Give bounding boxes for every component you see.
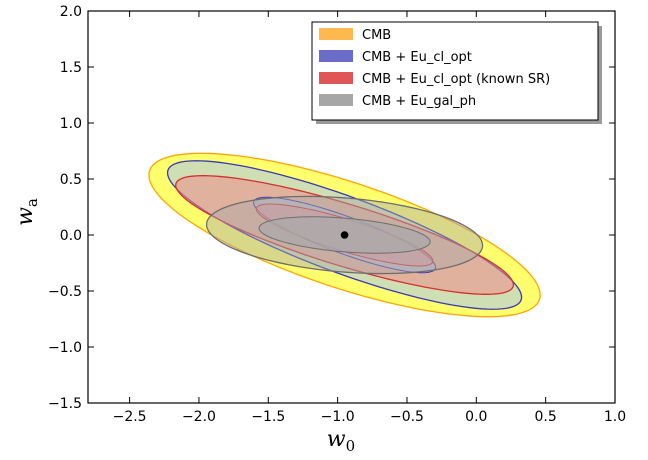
legend-swatch — [319, 94, 353, 106]
legend-swatch — [319, 50, 353, 62]
y-tick-label: 0.0 — [60, 228, 82, 244]
legend-swatch — [319, 72, 353, 84]
y-axis-label: wa — [13, 198, 41, 226]
legend-label: CMB + Eu_cl_opt — [362, 50, 472, 65]
fiducial-point — [340, 231, 349, 239]
legend-items: CMB CMB + Eu_cl_opt CMB + Eu_cl_opt (known… — [319, 28, 550, 109]
legend-box — [311, 21, 599, 121]
marker-layer — [340, 231, 349, 239]
y-tick-label: 0.5 — [60, 172, 82, 188]
y-tick-label: −0.5 — [48, 284, 82, 300]
x-tick-label: 1.0 — [604, 409, 626, 425]
x-tick-label: −1.0 — [321, 409, 355, 425]
legend-label: CMB — [362, 28, 391, 43]
plot-frame — [87, 10, 616, 404]
x-tick-label: −0.5 — [390, 409, 424, 425]
y-tick-label: 2.0 — [60, 4, 82, 20]
y-tick-label: 1.0 — [60, 116, 82, 132]
y-tick-label: −1.0 — [48, 340, 82, 356]
x-tick-label: 0.0 — [465, 409, 487, 425]
y-tick-label: −1.5 — [48, 396, 82, 412]
legend-label: CMB + Eu_cl_opt (known SR) — [362, 72, 550, 87]
tick-layer: −2.5 −2.0 −1.5 −1.0 −0.5 0.0 0.5 1.0 −1.5 −1.0 −0.… — [48, 4, 626, 425]
x-tick-label: −1.5 — [251, 409, 285, 425]
x-axis-label: w0 — [327, 427, 355, 455]
x-tick-label: −2.0 — [182, 409, 216, 425]
legend-swatch — [319, 28, 353, 40]
y-tick-label: 1.5 — [60, 60, 82, 76]
legend: CMB CMB + Eu_cl_opt CMB + Eu_cl_opt (known… — [311, 21, 602, 124]
x-tick-label: 0.5 — [535, 409, 557, 425]
legend-label: CMB + Eu_gal_ph — [362, 94, 476, 109]
x-tick-label: −2.5 — [113, 409, 147, 425]
